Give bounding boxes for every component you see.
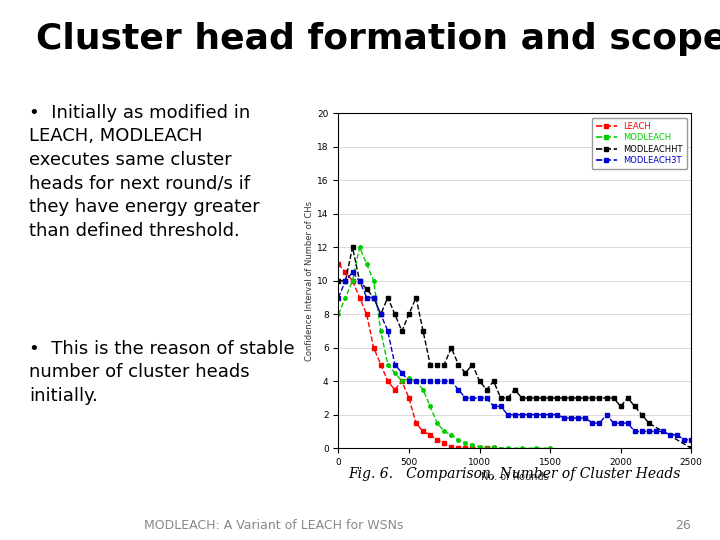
Text: MODLEACH: A Variant of LEACH for WSNs: MODLEACH: A Variant of LEACH for WSNs [144, 519, 403, 532]
X-axis label: No. of Rounds: No. of Rounds [481, 472, 549, 482]
Y-axis label: Confidence Interval of Number of CHs: Confidence Interval of Number of CHs [305, 201, 315, 361]
Text: Fig. 6.   Comparison, Number of Cluster Heads: Fig. 6. Comparison, Number of Cluster He… [348, 467, 681, 481]
Text: 26: 26 [675, 519, 691, 532]
Text: Cluster head formation and scope: Cluster head formation and scope [36, 22, 720, 56]
Text: •  This is the reason of stable
number of cluster heads
initially.: • This is the reason of stable number of… [29, 340, 294, 405]
Text: •  Initially as modified in
LEACH, MODLEACH
executes same cluster
heads for next: • Initially as modified in LEACH, MODLEA… [29, 104, 259, 240]
Legend: LEACH, MODLEACH, MODLEACHHT, MODLEACH3T: LEACH, MODLEACH, MODLEACHHT, MODLEACH3T [592, 118, 687, 170]
